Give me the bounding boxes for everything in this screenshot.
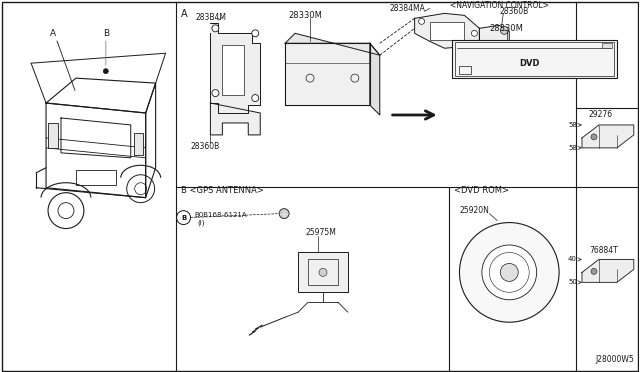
Text: 50: 50 xyxy=(568,279,577,285)
Circle shape xyxy=(252,94,259,102)
Text: B <GPS ANTENNA>: B <GPS ANTENNA> xyxy=(180,186,264,195)
Circle shape xyxy=(103,69,108,74)
Polygon shape xyxy=(211,103,260,135)
Text: 76884T: 76884T xyxy=(589,246,618,255)
Text: 28330M: 28330M xyxy=(288,11,322,20)
Text: 29276: 29276 xyxy=(589,110,613,119)
Circle shape xyxy=(319,268,327,276)
Text: J28000W5: J28000W5 xyxy=(595,355,634,364)
Polygon shape xyxy=(370,43,380,115)
Circle shape xyxy=(212,25,219,32)
Text: 40: 40 xyxy=(568,256,577,262)
Bar xyxy=(452,40,617,78)
Bar xyxy=(298,253,348,292)
Circle shape xyxy=(500,26,508,34)
Circle shape xyxy=(472,30,477,36)
Bar xyxy=(460,66,472,74)
Polygon shape xyxy=(285,43,370,105)
Text: DVD: DVD xyxy=(519,59,540,68)
Circle shape xyxy=(591,268,597,275)
Bar xyxy=(134,133,143,155)
Text: B: B xyxy=(103,29,109,38)
Circle shape xyxy=(482,245,537,300)
Circle shape xyxy=(279,209,289,219)
Text: <NAVIGATION CONTROL>: <NAVIGATION CONTROL> xyxy=(449,1,548,10)
Circle shape xyxy=(500,263,518,281)
Polygon shape xyxy=(285,33,380,55)
Bar xyxy=(602,43,612,48)
Text: A: A xyxy=(180,9,187,19)
Bar xyxy=(48,123,58,148)
Polygon shape xyxy=(582,259,634,282)
Text: 283B4M: 283B4M xyxy=(195,13,227,22)
Text: (I): (I) xyxy=(198,219,205,226)
Bar xyxy=(222,45,244,95)
Polygon shape xyxy=(479,25,509,58)
Bar xyxy=(429,22,465,40)
Circle shape xyxy=(212,90,219,97)
Bar xyxy=(308,259,338,285)
Text: 28330M: 28330M xyxy=(490,24,524,33)
Text: 25975M: 25975M xyxy=(305,228,336,237)
Circle shape xyxy=(591,134,597,140)
Text: <DVD ROM>: <DVD ROM> xyxy=(454,186,509,195)
Bar xyxy=(76,170,116,185)
Circle shape xyxy=(419,18,424,24)
Circle shape xyxy=(460,222,559,322)
Polygon shape xyxy=(415,13,479,48)
Polygon shape xyxy=(211,23,260,113)
Polygon shape xyxy=(582,125,634,148)
Text: B: B xyxy=(181,215,186,221)
Bar xyxy=(456,42,614,76)
Text: 28360B: 28360B xyxy=(191,142,220,151)
Text: 58: 58 xyxy=(568,145,577,151)
Circle shape xyxy=(252,30,259,37)
Text: 28360B: 28360B xyxy=(499,7,529,16)
Text: 58: 58 xyxy=(568,122,577,128)
Text: 25920N: 25920N xyxy=(460,206,490,215)
Text: A: A xyxy=(50,29,56,38)
Text: 28384MA: 28384MA xyxy=(390,4,426,13)
Text: B0B168-6121A: B0B168-6121A xyxy=(195,212,247,218)
